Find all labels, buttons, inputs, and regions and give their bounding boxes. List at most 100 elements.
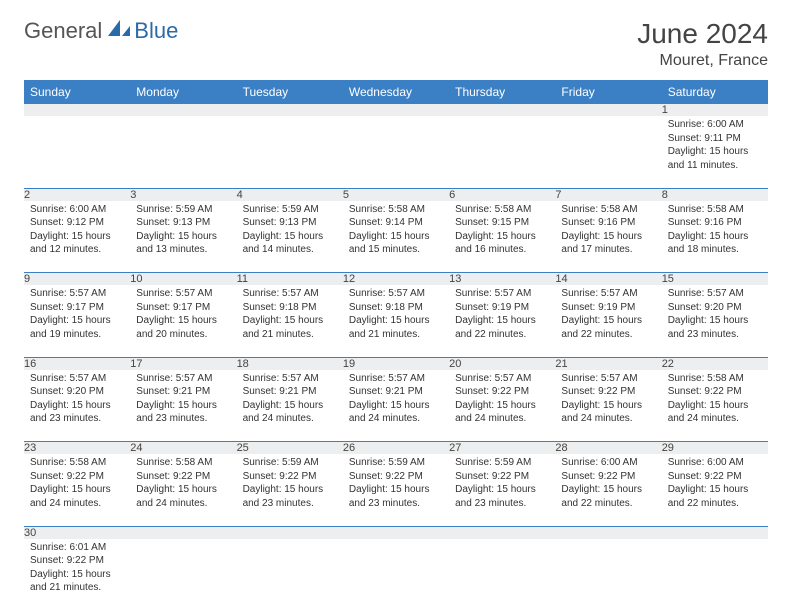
day-cell: Sunrise: 6:01 AMSunset: 9:22 PMDaylight:… xyxy=(24,539,130,611)
day-cell xyxy=(130,116,236,188)
weekday-header: Friday xyxy=(555,80,661,104)
day-number xyxy=(343,104,449,116)
day-number: 27 xyxy=(449,442,555,455)
day-cell: Sunrise: 5:58 AMSunset: 9:14 PMDaylight:… xyxy=(343,201,449,273)
day-number-row: 1 xyxy=(24,104,768,116)
day-cell: Sunrise: 5:59 AMSunset: 9:22 PMDaylight:… xyxy=(343,454,449,526)
calendar-header-row: Sunday Monday Tuesday Wednesday Thursday… xyxy=(24,80,768,104)
day-number-row: 30 xyxy=(24,526,768,539)
day-details: Sunrise: 5:59 AMSunset: 9:22 PMDaylight:… xyxy=(343,454,449,514)
day-cell: Sunrise: 5:57 AMSunset: 9:22 PMDaylight:… xyxy=(555,370,661,442)
weekday-header: Tuesday xyxy=(237,80,343,104)
day-details: Sunrise: 5:57 AMSunset: 9:21 PMDaylight:… xyxy=(130,370,236,430)
day-cell: Sunrise: 5:57 AMSunset: 9:17 PMDaylight:… xyxy=(24,285,130,357)
logo-text-blue: Blue xyxy=(134,18,178,44)
day-number: 10 xyxy=(130,273,236,286)
logo-text-general: General xyxy=(24,18,102,44)
day-cell: Sunrise: 5:57 AMSunset: 9:22 PMDaylight:… xyxy=(449,370,555,442)
day-number-row: 2345678 xyxy=(24,188,768,201)
day-number: 16 xyxy=(24,357,130,370)
day-cell: Sunrise: 5:58 AMSunset: 9:16 PMDaylight:… xyxy=(555,201,661,273)
day-details: Sunrise: 5:57 AMSunset: 9:20 PMDaylight:… xyxy=(24,370,130,430)
day-cell: Sunrise: 5:57 AMSunset: 9:19 PMDaylight:… xyxy=(449,285,555,357)
weekday-header: Thursday xyxy=(449,80,555,104)
day-cell: Sunrise: 5:58 AMSunset: 9:22 PMDaylight:… xyxy=(130,454,236,526)
weekday-header: Sunday xyxy=(24,80,130,104)
day-cell xyxy=(555,116,661,188)
day-details: Sunrise: 5:58 AMSunset: 9:22 PMDaylight:… xyxy=(24,454,130,514)
day-number: 24 xyxy=(130,442,236,455)
day-number xyxy=(449,526,555,539)
day-number-row: 23242526272829 xyxy=(24,442,768,455)
day-cell: Sunrise: 5:59 AMSunset: 9:13 PMDaylight:… xyxy=(130,201,236,273)
day-details: Sunrise: 6:01 AMSunset: 9:22 PMDaylight:… xyxy=(24,539,130,599)
day-details: Sunrise: 5:59 AMSunset: 9:13 PMDaylight:… xyxy=(130,201,236,261)
day-details: Sunrise: 5:58 AMSunset: 9:15 PMDaylight:… xyxy=(449,201,555,261)
day-details: Sunrise: 5:57 AMSunset: 9:17 PMDaylight:… xyxy=(24,285,130,345)
day-number: 19 xyxy=(343,357,449,370)
day-cell: Sunrise: 5:59 AMSunset: 9:13 PMDaylight:… xyxy=(237,201,343,273)
day-content-row: Sunrise: 5:57 AMSunset: 9:20 PMDaylight:… xyxy=(24,370,768,442)
day-number xyxy=(130,526,236,539)
day-content-row: Sunrise: 5:58 AMSunset: 9:22 PMDaylight:… xyxy=(24,454,768,526)
day-cell: Sunrise: 6:00 AMSunset: 9:22 PMDaylight:… xyxy=(662,454,768,526)
day-details: Sunrise: 6:00 AMSunset: 9:11 PMDaylight:… xyxy=(662,116,768,176)
day-cell xyxy=(343,539,449,611)
day-content-row: Sunrise: 6:00 AMSunset: 9:12 PMDaylight:… xyxy=(24,201,768,273)
day-cell: Sunrise: 5:59 AMSunset: 9:22 PMDaylight:… xyxy=(449,454,555,526)
day-details: Sunrise: 5:58 AMSunset: 9:16 PMDaylight:… xyxy=(662,201,768,261)
day-number: 3 xyxy=(130,188,236,201)
day-cell: Sunrise: 6:00 AMSunset: 9:22 PMDaylight:… xyxy=(555,454,661,526)
day-number: 30 xyxy=(24,526,130,539)
day-number: 4 xyxy=(237,188,343,201)
day-number xyxy=(130,104,236,116)
day-number: 2 xyxy=(24,188,130,201)
day-cell: Sunrise: 5:57 AMSunset: 9:17 PMDaylight:… xyxy=(130,285,236,357)
day-number: 17 xyxy=(130,357,236,370)
day-number: 22 xyxy=(662,357,768,370)
day-number: 8 xyxy=(662,188,768,201)
day-cell: Sunrise: 6:00 AMSunset: 9:12 PMDaylight:… xyxy=(24,201,130,273)
day-cell: Sunrise: 5:57 AMSunset: 9:21 PMDaylight:… xyxy=(237,370,343,442)
day-number: 9 xyxy=(24,273,130,286)
day-details: Sunrise: 5:59 AMSunset: 9:22 PMDaylight:… xyxy=(237,454,343,514)
day-content-row: Sunrise: 6:00 AMSunset: 9:11 PMDaylight:… xyxy=(24,116,768,188)
day-number: 25 xyxy=(237,442,343,455)
day-number xyxy=(555,104,661,116)
day-number xyxy=(449,104,555,116)
day-cell: Sunrise: 5:57 AMSunset: 9:21 PMDaylight:… xyxy=(343,370,449,442)
day-number xyxy=(555,526,661,539)
day-number: 14 xyxy=(555,273,661,286)
day-details: Sunrise: 6:00 AMSunset: 9:12 PMDaylight:… xyxy=(24,201,130,261)
day-number xyxy=(662,526,768,539)
weekday-header: Saturday xyxy=(662,80,768,104)
day-details: Sunrise: 5:59 AMSunset: 9:13 PMDaylight:… xyxy=(237,201,343,261)
day-details: Sunrise: 5:57 AMSunset: 9:21 PMDaylight:… xyxy=(237,370,343,430)
month-title: June 2024 xyxy=(637,18,768,50)
day-cell: Sunrise: 5:57 AMSunset: 9:18 PMDaylight:… xyxy=(237,285,343,357)
day-cell: Sunrise: 5:57 AMSunset: 9:20 PMDaylight:… xyxy=(662,285,768,357)
day-cell xyxy=(237,539,343,611)
day-number-row: 16171819202122 xyxy=(24,357,768,370)
day-cell: Sunrise: 5:57 AMSunset: 9:19 PMDaylight:… xyxy=(555,285,661,357)
day-number-row: 9101112131415 xyxy=(24,273,768,286)
header: General Blue June 2024 Mouret, France xyxy=(24,18,768,70)
day-cell: Sunrise: 5:58 AMSunset: 9:22 PMDaylight:… xyxy=(24,454,130,526)
day-number: 12 xyxy=(343,273,449,286)
day-details: Sunrise: 5:57 AMSunset: 9:20 PMDaylight:… xyxy=(662,285,768,345)
day-number xyxy=(237,104,343,116)
day-number: 7 xyxy=(555,188,661,201)
day-details: Sunrise: 5:59 AMSunset: 9:22 PMDaylight:… xyxy=(449,454,555,514)
day-number: 26 xyxy=(343,442,449,455)
day-number xyxy=(343,526,449,539)
day-cell xyxy=(237,116,343,188)
day-details: Sunrise: 5:58 AMSunset: 9:14 PMDaylight:… xyxy=(343,201,449,261)
day-details: Sunrise: 5:58 AMSunset: 9:22 PMDaylight:… xyxy=(662,370,768,430)
day-number: 23 xyxy=(24,442,130,455)
day-number: 29 xyxy=(662,442,768,455)
day-cell: Sunrise: 5:58 AMSunset: 9:15 PMDaylight:… xyxy=(449,201,555,273)
day-details: Sunrise: 5:57 AMSunset: 9:17 PMDaylight:… xyxy=(130,285,236,345)
weekday-header: Wednesday xyxy=(343,80,449,104)
day-details: Sunrise: 5:57 AMSunset: 9:21 PMDaylight:… xyxy=(343,370,449,430)
day-content-row: Sunrise: 5:57 AMSunset: 9:17 PMDaylight:… xyxy=(24,285,768,357)
